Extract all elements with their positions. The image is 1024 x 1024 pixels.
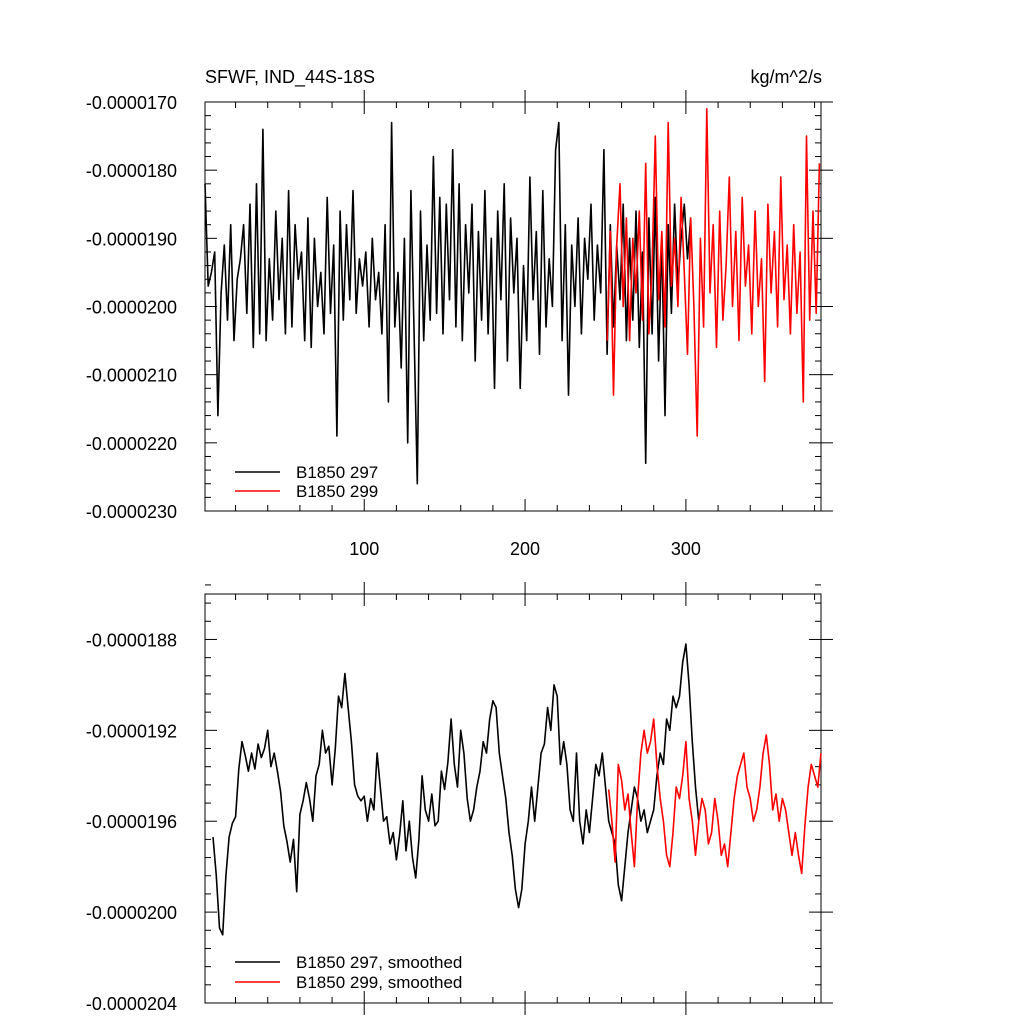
top-xtick-label: 300 [671, 539, 701, 559]
top-series-b1850-297 [204, 121, 692, 485]
top-ytick-label: -0.0000180 [86, 161, 177, 181]
top-chart: SFWF, IND_44S-18S kg/m^2/s 100 200 300 -0.… [86, 67, 833, 559]
bottom-y-axis: -0.0000188 -0.0000192 -0.0000196 -0.0000200… [86, 584, 833, 1014]
bottom-series-b1850-297-smoothed [212, 643, 700, 936]
top-series-layer [204, 108, 821, 485]
bottom-ytick-label: -0.0000204 [86, 994, 177, 1014]
top-y-axis: -0.0000170 -0.0000180 -0.0000190 -0.0000200… [86, 93, 833, 522]
bottom-legend: B1850 297, smoothed B1850 299, smoothed [235, 953, 462, 992]
top-xtick-label: 200 [510, 539, 540, 559]
bottom-chart: -0.0000188 -0.0000192 -0.0000196 -0.0000200… [86, 582, 833, 1015]
top-ytick-label: -0.0000230 [86, 502, 177, 522]
bottom-legend-label-299: B1850 299, smoothed [296, 973, 462, 992]
bottom-plot-frame [204, 593, 822, 1004]
top-series-b1850-299 [606, 108, 821, 437]
bottom-ytick-label: -0.0000200 [86, 903, 177, 923]
top-ytick-label: -0.0000200 [86, 298, 177, 318]
top-legend: B1850 297 B1850 299 [235, 463, 378, 501]
top-ytick-label: -0.0000210 [86, 366, 177, 386]
top-ytick-label: -0.0000170 [86, 93, 177, 113]
top-plot-frame [204, 101, 822, 512]
top-chart-title: SFWF, IND_44S-18S [205, 67, 375, 88]
top-chart-units: kg/m^2/s [751, 67, 822, 87]
bottom-x-axis [235, 582, 816, 1015]
top-xtick-label: 100 [349, 539, 379, 559]
bottom-ytick-label: -0.0000196 [86, 812, 177, 832]
bottom-ytick-label: -0.0000192 [86, 721, 177, 741]
top-legend-label-299: B1850 299 [296, 482, 378, 501]
top-legend-label-297: B1850 297 [296, 463, 378, 482]
bottom-ytick-label: -0.0000188 [86, 630, 177, 650]
bottom-series-layer [212, 643, 822, 936]
bottom-legend-label-297: B1850 297, smoothed [296, 953, 462, 972]
bottom-series-b1850-299-smoothed [607, 718, 822, 875]
top-ytick-label: -0.0000220 [86, 434, 177, 454]
top-ytick-label: -0.0000190 [86, 229, 177, 249]
top-x-axis: 100 200 300 [235, 90, 816, 559]
